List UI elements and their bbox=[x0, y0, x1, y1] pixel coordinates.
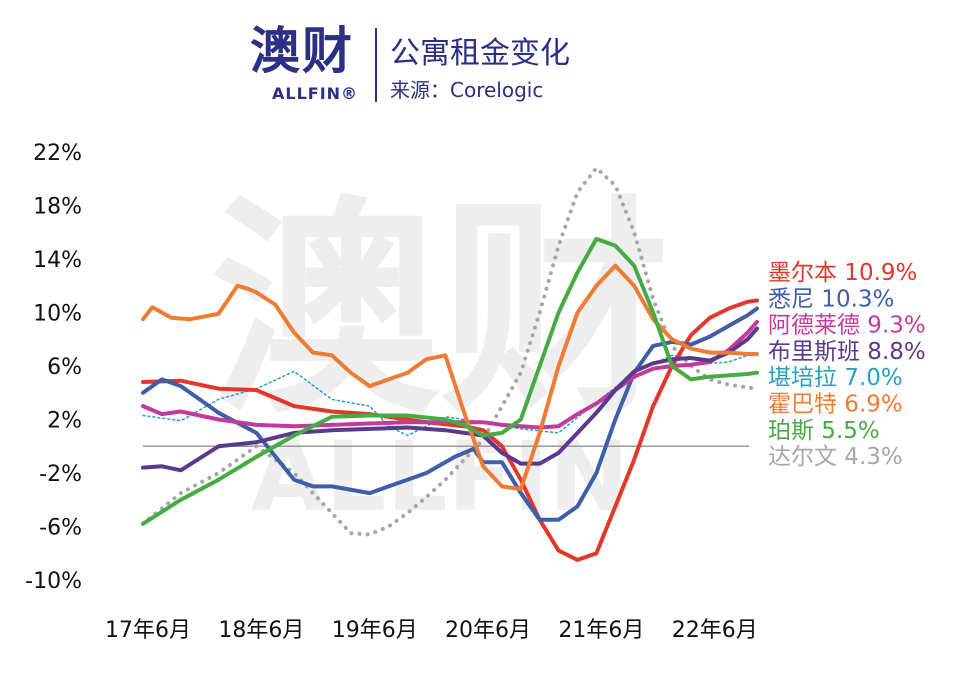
legend-item-墨尔本: 墨尔本 10.9% bbox=[768, 260, 917, 286]
x-tick-label: 21年6月 bbox=[558, 618, 644, 643]
series-line-墨尔本 bbox=[141, 298, 759, 562]
x-tick-label: 20年6月 bbox=[445, 618, 531, 643]
series-line-阿德莱德 bbox=[141, 319, 759, 430]
chart-source: 来源：Corelogic bbox=[390, 78, 544, 102]
legend-item-阿德莱德: 阿德莱德 9.3% bbox=[768, 313, 926, 339]
y-tick-label: -2% bbox=[39, 462, 82, 487]
legend-item-布里斯班: 布里斯班 8.8% bbox=[768, 339, 926, 365]
y-axis: 22% 18% 14% 10% 6% 2% -2% -6% -10% bbox=[25, 141, 82, 594]
y-tick-label: 2% bbox=[47, 409, 82, 434]
x-axis: 17年6月 18年6月 19年6月 20年6月 21年6月 22年6月 bbox=[105, 618, 758, 643]
series-lines bbox=[141, 166, 759, 562]
y-tick-label: 22% bbox=[33, 141, 82, 166]
y-tick-label: -6% bbox=[39, 516, 82, 541]
y-tick-label: -10% bbox=[25, 569, 82, 594]
legend-item-达尔文: 达尔文 4.3% bbox=[768, 444, 903, 470]
y-tick-label: 14% bbox=[33, 248, 82, 273]
legend-item-悉尼: 悉尼 10.3% bbox=[768, 286, 894, 312]
legend-item-堪培拉: 堪培拉 7.0% bbox=[768, 365, 903, 391]
series-line-珀斯 bbox=[141, 236, 759, 526]
chart-title: 公寓租金变化 bbox=[390, 36, 570, 71]
y-tick-label: 6% bbox=[47, 355, 82, 380]
header-divider bbox=[375, 28, 377, 102]
watermark-cn: 澳财 bbox=[210, 178, 670, 445]
y-tick-label: 10% bbox=[33, 302, 82, 327]
legend-item-霍巴特: 霍巴特 6.9% bbox=[768, 392, 903, 418]
x-tick-label: 18年6月 bbox=[218, 618, 304, 643]
x-tick-label: 17年6月 bbox=[105, 618, 191, 643]
brand-logo: 澳财 bbox=[250, 22, 354, 80]
watermark: 澳财 ALLFIN bbox=[210, 178, 670, 533]
legend: 墨尔本 10.9%悉尼 10.3%阿德莱德 9.3%布里斯班 8.8%堪培拉 7… bbox=[768, 260, 926, 470]
series-line-达尔文 bbox=[141, 166, 759, 537]
x-tick-label: 22年6月 bbox=[672, 618, 758, 643]
legend-item-珀斯: 珀斯 5.5% bbox=[768, 418, 880, 444]
y-tick-label: 18% bbox=[33, 195, 82, 220]
brand-logo-subtext: ALLFIN® bbox=[272, 84, 359, 103]
x-tick-label: 19年6月 bbox=[332, 618, 418, 643]
